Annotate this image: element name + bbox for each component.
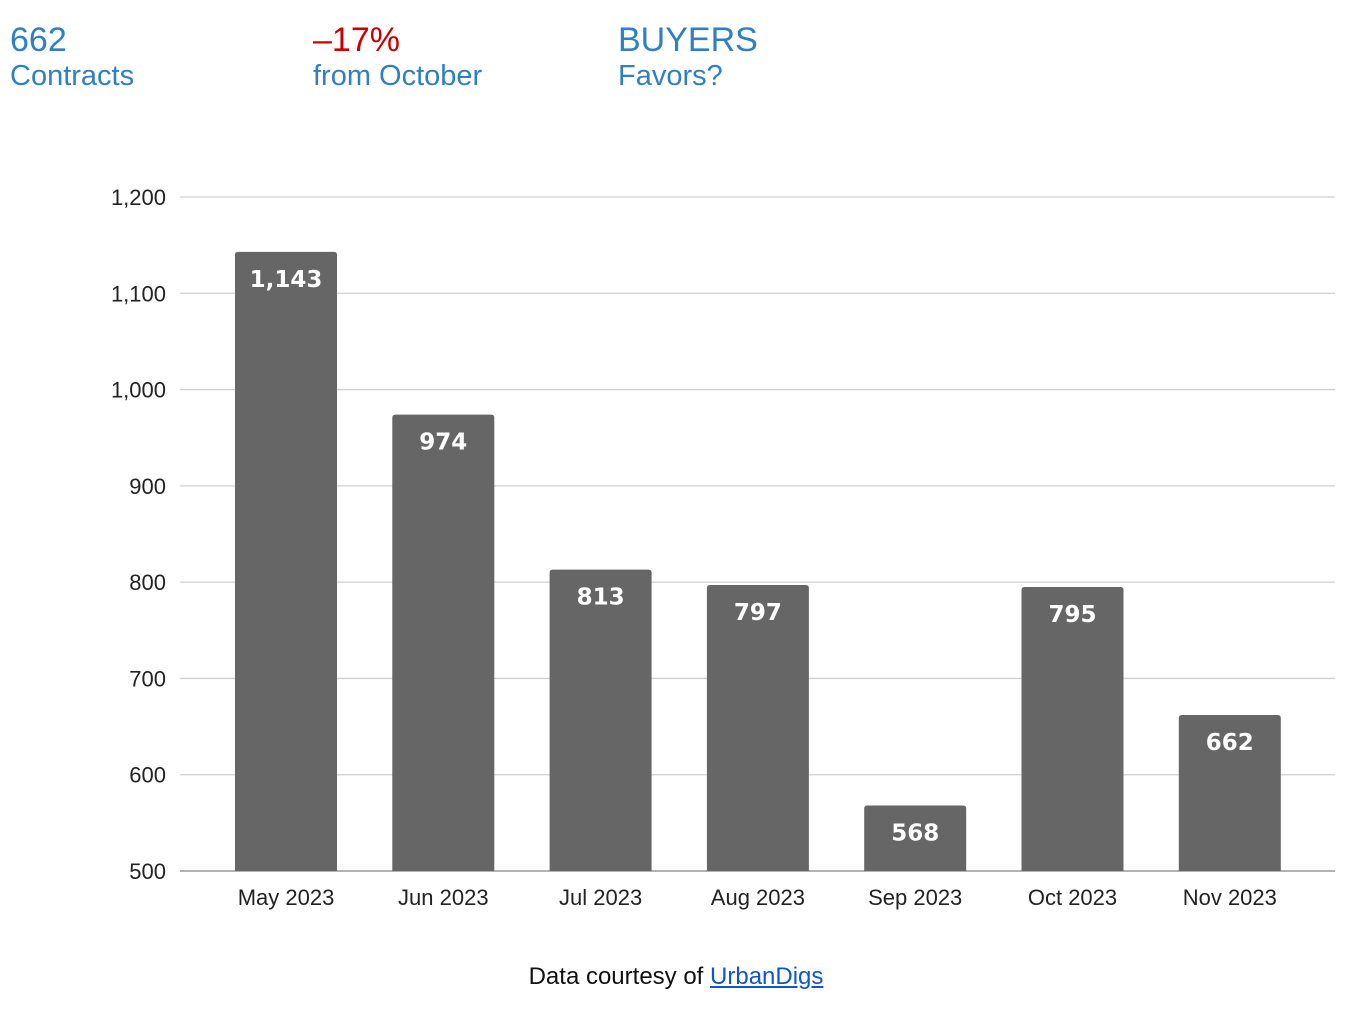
data-label: 568 <box>891 821 939 847</box>
stat-contracts: 662 Contracts <box>10 22 134 94</box>
x-tick-label: Jul 2023 <box>559 885 642 910</box>
stat-favors-value: BUYERS <box>618 21 758 59</box>
data-label: 974 <box>419 430 467 456</box>
bar <box>549 569 652 871</box>
x-tick-label: May 2023 <box>238 885 335 910</box>
urbandigs-link[interactable]: UrbanDigs <box>710 963 824 990</box>
y-tick-label: 800 <box>129 570 166 595</box>
bar <box>1021 586 1124 871</box>
footer-credit: Data courtesy of UrbanDigs <box>0 963 1352 991</box>
stat-contracts-label: Contracts <box>10 60 135 92</box>
data-label: 813 <box>577 585 625 611</box>
stat-favors: BUYERS Favors? <box>618 22 758 94</box>
data-label: 797 <box>734 600 782 626</box>
stat-change-value: –17% <box>313 21 400 59</box>
data-label: 1,143 <box>250 267 323 293</box>
x-tick-label: Jun 2023 <box>398 885 489 910</box>
bar <box>864 805 967 871</box>
bar <box>235 251 337 871</box>
stat-change: –17% from October <box>313 22 482 94</box>
y-tick-label: 1,000 <box>111 378 166 403</box>
stat-contracts-value: 662 <box>10 21 67 59</box>
y-tick-label: 600 <box>129 763 166 788</box>
bar <box>706 585 809 871</box>
data-label: 795 <box>1048 602 1096 628</box>
y-tick-label: 1,100 <box>111 281 166 306</box>
data-label: 662 <box>1206 730 1254 756</box>
bar <box>392 414 495 871</box>
footer-prefix: Data courtesy of <box>528 963 711 990</box>
stat-favors-label: Favors? <box>618 60 723 92</box>
bar <box>1178 715 1281 871</box>
y-tick-label: 1,200 <box>111 185 166 210</box>
x-tick-label: Nov 2023 <box>1183 885 1277 910</box>
y-tick-label: 900 <box>129 474 166 499</box>
x-tick-label: Oct 2023 <box>1028 885 1117 910</box>
bar-chart: 500 600 700 800 900 1,000 1,100 1,200 1,143 May 2… <box>111 185 1335 910</box>
y-tick-label: 700 <box>129 666 166 691</box>
y-tick-label: 500 <box>129 859 166 884</box>
x-tick-label: Sep 2023 <box>868 885 962 910</box>
x-tick-label: Aug 2023 <box>711 885 805 910</box>
stat-change-label: from October <box>313 60 483 92</box>
